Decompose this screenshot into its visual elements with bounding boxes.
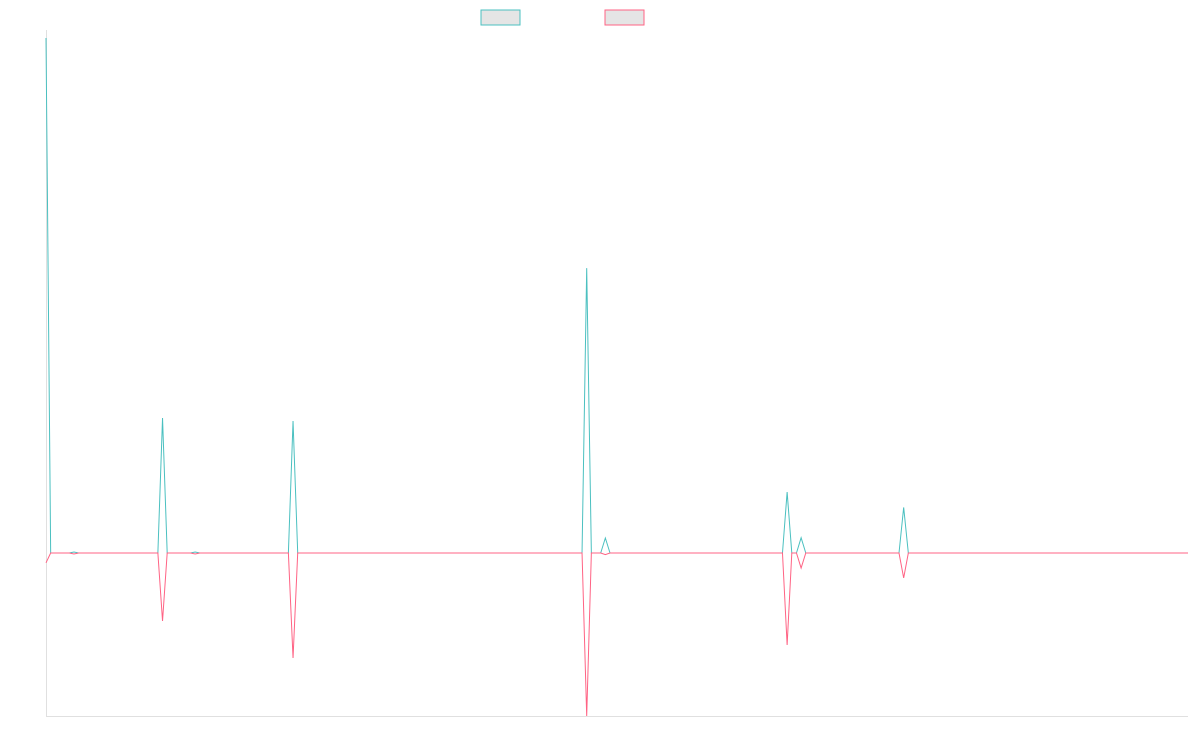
legend-swatch-2[interactable]: [604, 9, 645, 26]
series-line-1: [45, 37, 1188, 554]
legend-swatch-1[interactable]: [480, 9, 521, 26]
series-line-2: [45, 552, 1188, 717]
legend: [480, 9, 645, 26]
